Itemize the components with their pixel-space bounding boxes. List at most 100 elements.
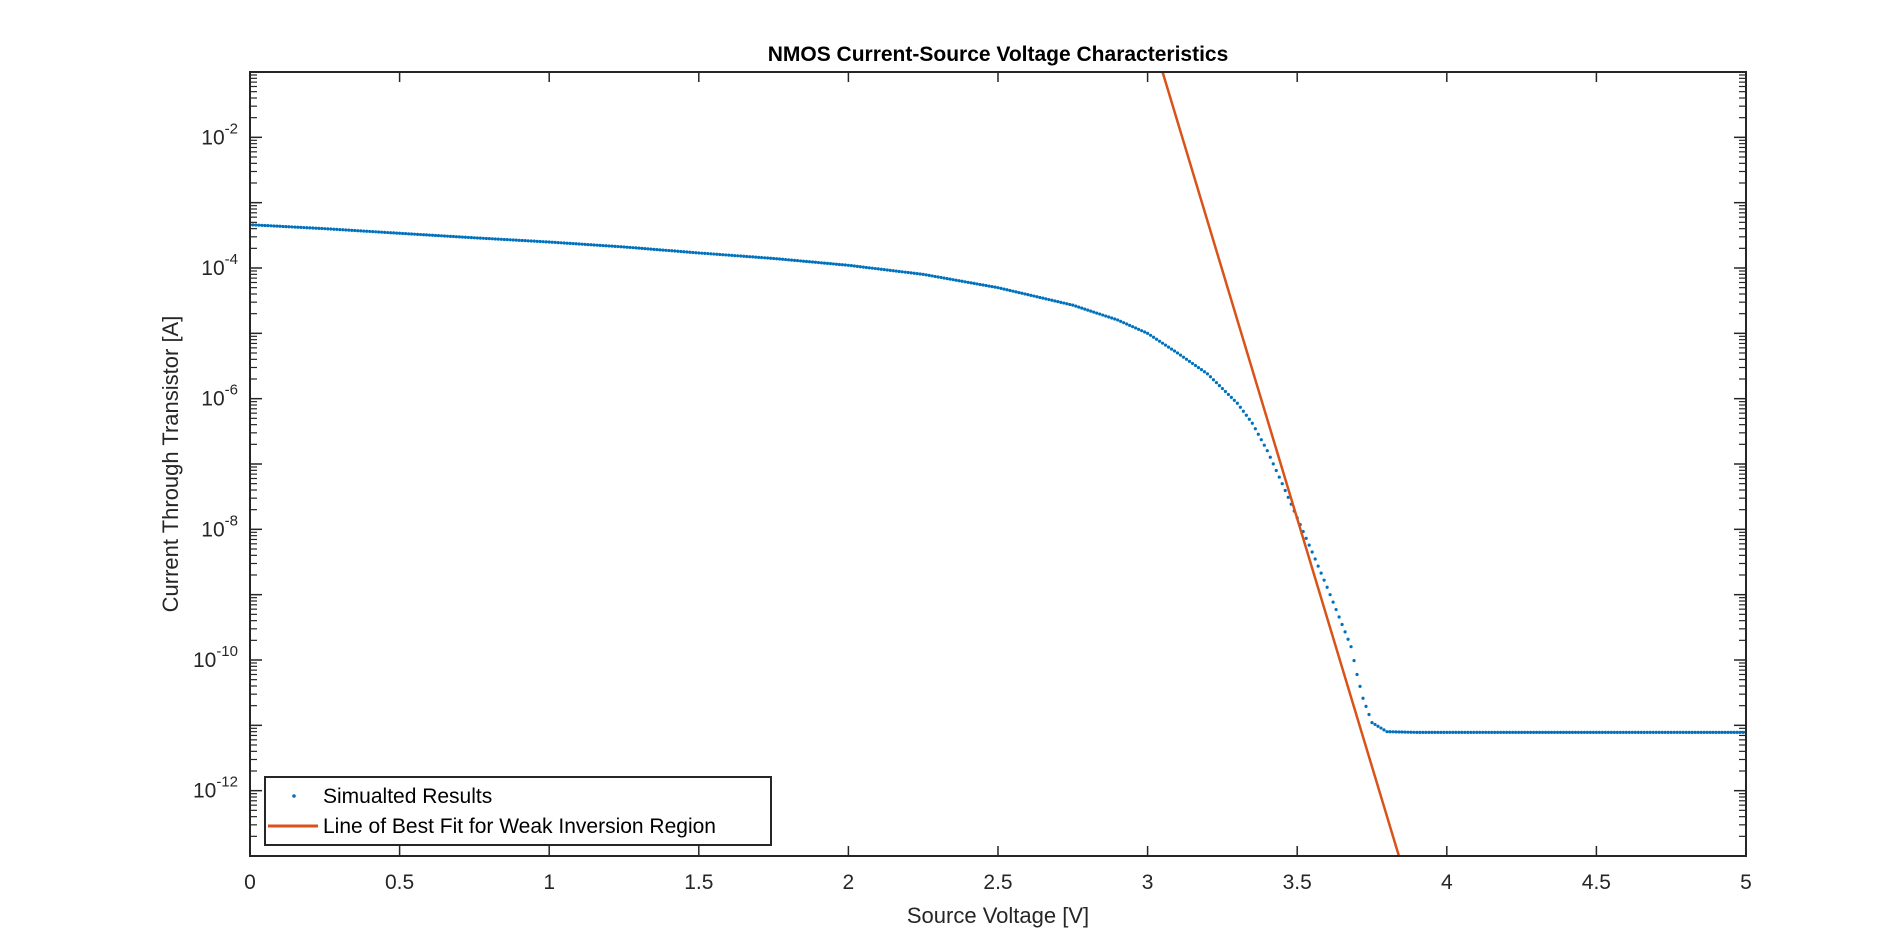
data-point bbox=[1343, 630, 1347, 634]
data-point bbox=[1394, 730, 1398, 734]
data-point bbox=[852, 264, 856, 268]
data-point bbox=[1561, 730, 1566, 734]
data-point bbox=[1630, 730, 1634, 734]
data-point bbox=[939, 275, 943, 280]
data-point bbox=[1517, 730, 1521, 734]
data-point bbox=[601, 243, 605, 248]
data-point bbox=[966, 280, 970, 284]
data-point bbox=[251, 223, 255, 227]
data-point bbox=[885, 268, 889, 272]
data-point bbox=[906, 270, 910, 275]
data-point bbox=[1388, 730, 1392, 734]
data-point bbox=[350, 228, 354, 232]
data-point bbox=[538, 239, 542, 244]
data-point bbox=[604, 244, 608, 248]
data-point bbox=[918, 272, 922, 276]
data-point bbox=[661, 248, 665, 252]
data-point bbox=[1549, 730, 1554, 734]
data-point bbox=[628, 245, 632, 250]
data-point bbox=[1675, 730, 1679, 734]
data-point bbox=[631, 246, 635, 250]
data-point bbox=[1457, 730, 1461, 734]
data-point bbox=[1418, 730, 1422, 734]
data-point bbox=[305, 226, 309, 230]
data-point bbox=[766, 256, 770, 260]
data-point bbox=[499, 237, 503, 241]
data-point bbox=[643, 247, 647, 251]
data-point bbox=[293, 225, 297, 229]
data-point bbox=[1567, 730, 1572, 734]
data-point bbox=[1594, 730, 1598, 734]
data-point bbox=[427, 233, 432, 237]
legend-marker-dots bbox=[292, 794, 296, 798]
data-point bbox=[763, 256, 767, 260]
data-point bbox=[1463, 730, 1467, 734]
data-point bbox=[927, 273, 931, 277]
data-point bbox=[813, 260, 818, 264]
data-point bbox=[1708, 730, 1712, 734]
data-point bbox=[706, 252, 710, 256]
data-point bbox=[1349, 645, 1353, 649]
data-point bbox=[745, 254, 749, 259]
data-point bbox=[430, 233, 435, 237]
y-tick-label: 10-2 bbox=[201, 120, 238, 149]
data-point bbox=[457, 235, 462, 239]
data-point bbox=[1487, 730, 1491, 734]
data-point bbox=[362, 229, 366, 233]
data-point bbox=[1475, 730, 1479, 734]
data-point bbox=[1131, 325, 1135, 329]
data-point bbox=[1208, 375, 1213, 379]
data-point bbox=[1098, 312, 1102, 316]
data-point bbox=[1534, 730, 1539, 734]
x-tick-label: 0.5 bbox=[385, 871, 414, 894]
data-point bbox=[356, 229, 360, 233]
data-point bbox=[900, 270, 904, 274]
data-point bbox=[736, 254, 740, 258]
data-point bbox=[412, 232, 417, 236]
data-point bbox=[1684, 730, 1688, 734]
data-point bbox=[1660, 730, 1664, 734]
data-point bbox=[1609, 730, 1613, 734]
data-point bbox=[1657, 730, 1661, 734]
data-point bbox=[1346, 637, 1350, 641]
data-point bbox=[565, 241, 569, 245]
data-point bbox=[780, 257, 785, 261]
data-point bbox=[984, 283, 988, 288]
data-point bbox=[1669, 730, 1673, 734]
data-point bbox=[383, 230, 387, 234]
data-point bbox=[819, 261, 824, 265]
data-point bbox=[1238, 405, 1242, 409]
data-point bbox=[380, 230, 384, 234]
data-point bbox=[1627, 730, 1631, 734]
data-point bbox=[682, 250, 686, 254]
data-point bbox=[1651, 730, 1655, 734]
data-point bbox=[329, 227, 333, 231]
data-point bbox=[915, 272, 919, 276]
data-point bbox=[436, 234, 441, 238]
data-point bbox=[475, 236, 479, 240]
data-point bbox=[580, 242, 584, 246]
data-point bbox=[589, 243, 593, 247]
data-point bbox=[460, 235, 465, 239]
data-point bbox=[1113, 317, 1117, 321]
data-point bbox=[748, 255, 752, 259]
data-point bbox=[454, 235, 459, 239]
data-point bbox=[724, 253, 728, 257]
data-point bbox=[1178, 353, 1183, 357]
data-point bbox=[1029, 293, 1033, 297]
data-point bbox=[1612, 730, 1616, 734]
data-point bbox=[733, 253, 737, 258]
data-point bbox=[1732, 730, 1736, 734]
data-point bbox=[478, 236, 482, 240]
data-point bbox=[1160, 341, 1165, 345]
data-point bbox=[1322, 578, 1326, 582]
data-point bbox=[1214, 381, 1219, 385]
data-point bbox=[834, 262, 839, 266]
data-point bbox=[1017, 290, 1021, 295]
data-point bbox=[448, 234, 453, 238]
data-point bbox=[1053, 299, 1057, 303]
data-point bbox=[508, 238, 512, 242]
data-point bbox=[903, 270, 907, 274]
tick-labels: 0 0.5 1 1.5 2 2.5 3 3.5 4 4.5 5 10-12 10-10 10-8 10-6 1… bbox=[193, 120, 1752, 894]
data-point bbox=[1134, 326, 1138, 330]
